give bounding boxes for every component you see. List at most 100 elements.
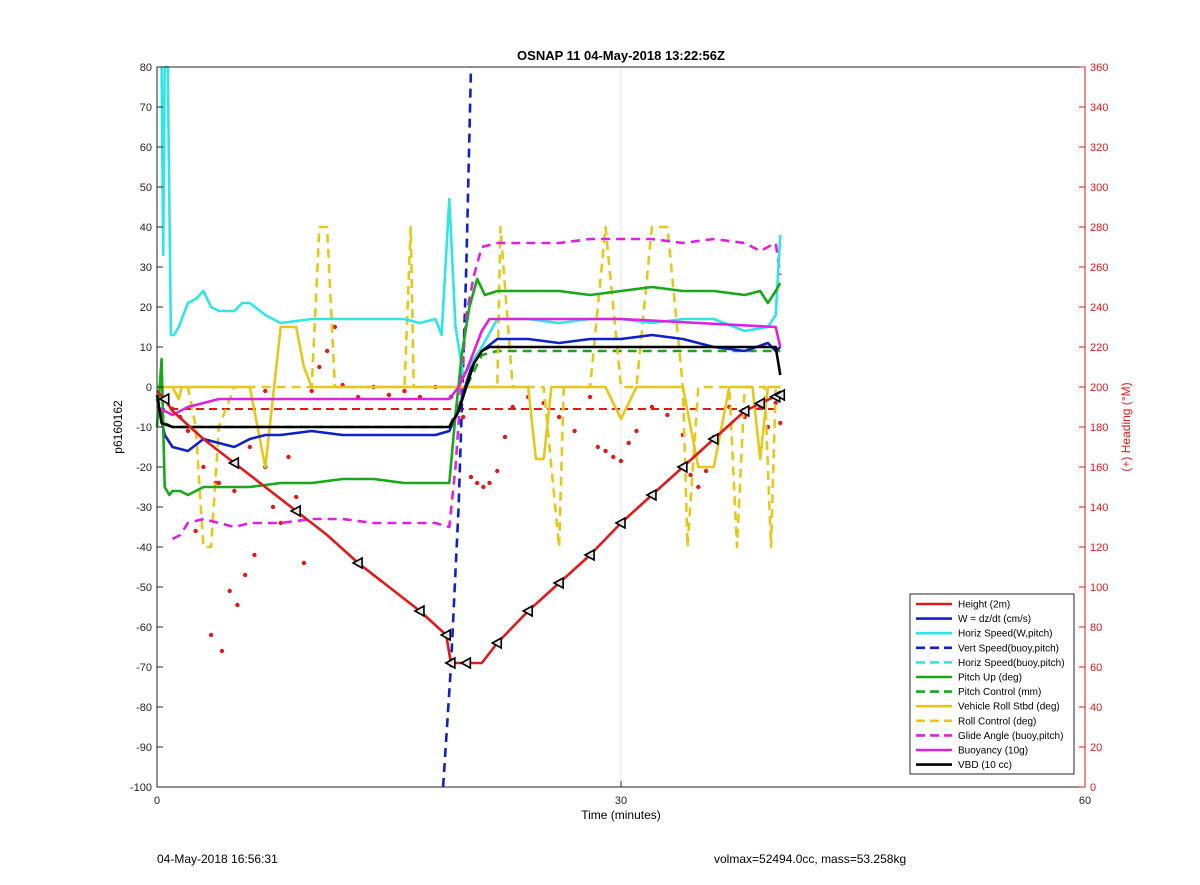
heading-dot bbox=[185, 428, 191, 434]
y-tick-label: 30 bbox=[140, 262, 152, 274]
series-line bbox=[155, 345, 782, 429]
y2-tick-label: 140 bbox=[1090, 502, 1108, 514]
height-marker bbox=[521, 604, 534, 618]
y2-tick-label: 80 bbox=[1090, 622, 1102, 634]
y-tick-label: -40 bbox=[136, 542, 152, 554]
series-line bbox=[156, 317, 782, 417]
height-marker bbox=[645, 488, 657, 502]
y2-tick-label: 20 bbox=[1090, 742, 1102, 754]
heading-dot bbox=[317, 364, 322, 370]
height-marker bbox=[459, 656, 472, 670]
y-tick-label: -90 bbox=[136, 742, 152, 754]
heading-dot bbox=[649, 404, 655, 410]
height-marker bbox=[158, 392, 170, 406]
series-line bbox=[157, 325, 781, 469]
heading-dot bbox=[263, 388, 268, 394]
heading-dot bbox=[688, 472, 693, 478]
heading-dot bbox=[247, 444, 252, 450]
y2-tick-label: 180 bbox=[1090, 422, 1108, 434]
height-marker bbox=[439, 628, 452, 642]
heading-dot bbox=[510, 404, 515, 410]
heading-dot bbox=[193, 528, 198, 534]
y2-tick-label: 160 bbox=[1090, 462, 1108, 474]
y-tick-label: -70 bbox=[136, 662, 152, 674]
heading-dot bbox=[332, 324, 338, 330]
heading-dot bbox=[208, 632, 214, 638]
y2-tick-label: 280 bbox=[1090, 222, 1108, 234]
y-tick-label: -80 bbox=[136, 702, 152, 714]
heading-dot bbox=[201, 464, 206, 470]
y-tick-label: -20 bbox=[136, 462, 152, 474]
heading-dot bbox=[386, 392, 392, 398]
y-tick-label: -50 bbox=[136, 582, 152, 594]
y2-axis-label: (+) Heading (°M) bbox=[1119, 382, 1133, 471]
height-marker bbox=[583, 548, 595, 562]
axis-ticks: 0 30 6080706050403020100-10-20-30-40-50-60… bbox=[130, 62, 1108, 807]
heading-dot bbox=[556, 414, 562, 420]
height-marker bbox=[773, 388, 786, 402]
height-marker bbox=[614, 516, 626, 530]
heading-dot bbox=[286, 454, 291, 460]
legend-label: Height (2m) bbox=[958, 600, 1010, 611]
heading-dot bbox=[232, 488, 237, 494]
heading-dot bbox=[696, 484, 701, 490]
height-marker bbox=[351, 556, 363, 570]
heading-dot bbox=[572, 428, 577, 434]
heading-dot bbox=[235, 602, 240, 608]
heading-dot bbox=[595, 444, 600, 450]
heading-dot bbox=[634, 428, 639, 434]
legend-label: W = dz/dt (cm/s) bbox=[958, 614, 1031, 625]
y2-tick-label: 220 bbox=[1090, 342, 1108, 354]
height-marker bbox=[444, 656, 456, 670]
heading-dot bbox=[278, 520, 283, 526]
heading-dot bbox=[481, 484, 486, 490]
series-line bbox=[160, 65, 782, 377]
legend-label: Glide Angle (buoy,pitch) bbox=[958, 731, 1063, 742]
height-marker bbox=[738, 404, 750, 418]
heading-dot bbox=[216, 480, 222, 486]
height-marker bbox=[413, 604, 425, 618]
height-marker bbox=[676, 460, 688, 474]
height-marker bbox=[753, 397, 766, 410]
heading-dot bbox=[603, 448, 608, 454]
height-marker bbox=[490, 636, 503, 650]
y2-tick-label: 300 bbox=[1090, 182, 1108, 194]
height-marker bbox=[227, 456, 240, 470]
heading-dot bbox=[474, 480, 480, 486]
legend-label: Buoyancy (10g) bbox=[958, 746, 1028, 757]
legend-label: Pitch Control (mm) bbox=[958, 687, 1041, 698]
height-marker bbox=[707, 432, 719, 446]
x-axis-label: Time (minutes) bbox=[581, 808, 661, 822]
heading-dot bbox=[611, 454, 616, 460]
y-tick-label: 60 bbox=[140, 142, 152, 154]
chart-title: OSNAP 11 04-May-2018 13:22:56Z bbox=[517, 48, 725, 63]
legend-box bbox=[909, 593, 1075, 775]
y2-tick-label: 40 bbox=[1090, 702, 1102, 714]
y-tick-label: 80 bbox=[140, 62, 152, 74]
heading-dot bbox=[301, 560, 307, 566]
x-tick-label: 0 bbox=[154, 795, 160, 807]
heading-dot bbox=[703, 468, 709, 474]
y-tick-label: 0 bbox=[146, 382, 152, 394]
series-line bbox=[441, 66, 473, 788]
heading-dot bbox=[665, 412, 670, 418]
legend-label: Roll Control (deg) bbox=[958, 716, 1036, 727]
heading-dot bbox=[626, 440, 631, 446]
heading-dot bbox=[461, 414, 466, 420]
y-tick-label: 10 bbox=[140, 342, 152, 354]
y-axis-label: p6160162 bbox=[111, 400, 125, 454]
y-tick-label: 70 bbox=[140, 102, 152, 114]
y2-tick-label: 240 bbox=[1090, 302, 1108, 314]
heading-dot bbox=[502, 434, 508, 440]
legend-label: Pitch Up (deg) bbox=[958, 673, 1022, 684]
legend-label: Horiz Speed(buoy,pitch) bbox=[958, 658, 1065, 669]
legend-label: Horiz Speed(W,pitch) bbox=[958, 629, 1052, 640]
heading-dot bbox=[324, 348, 330, 354]
y-tick-label: -100 bbox=[130, 782, 152, 794]
heading-dot bbox=[227, 588, 232, 594]
height-marker bbox=[289, 504, 302, 518]
heading-dot bbox=[252, 552, 257, 558]
series-layer bbox=[155, 65, 783, 788]
heading-dot bbox=[778, 420, 783, 426]
